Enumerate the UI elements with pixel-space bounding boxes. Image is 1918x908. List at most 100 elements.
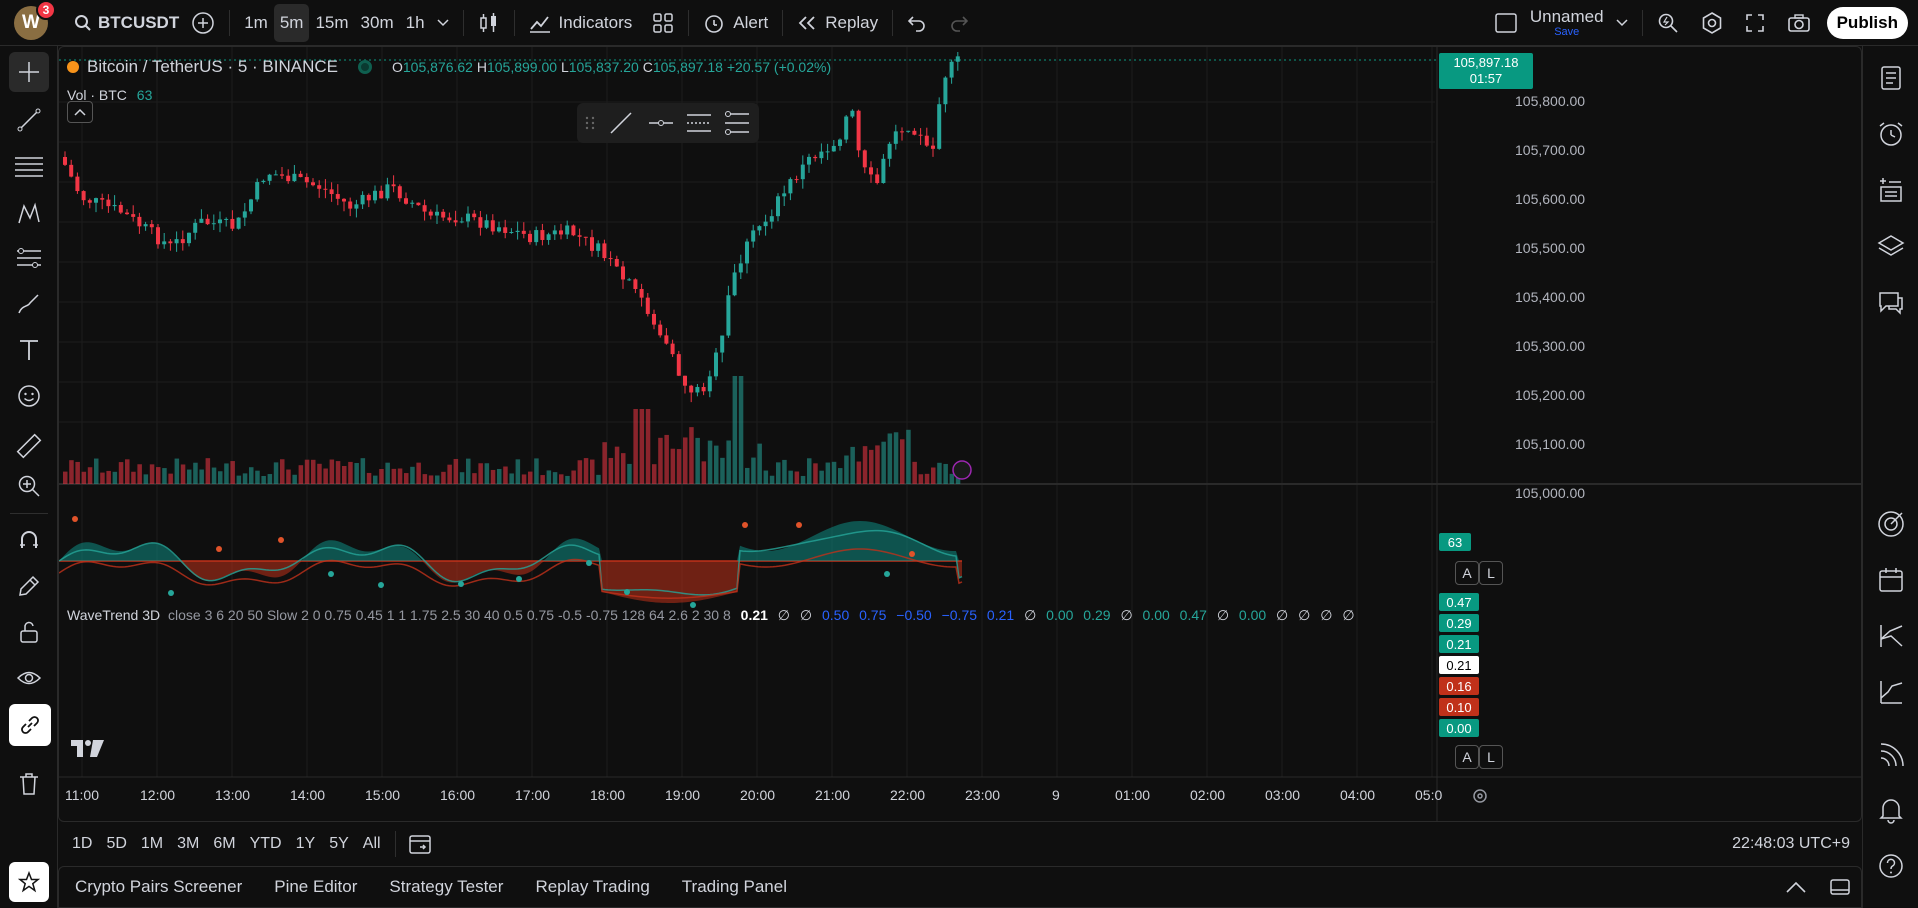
volume-bar (261, 475, 266, 484)
range-6m[interactable]: 6M (213, 835, 236, 852)
drag-handle-icon[interactable] (585, 115, 595, 131)
zoom-tool[interactable] (9, 466, 49, 506)
layout-dropdown[interactable] (1610, 4, 1634, 42)
indicator-name[interactable]: WaveTrend 3D (67, 607, 161, 623)
interval-label: 30m (360, 12, 394, 32)
watchlist-button[interactable] (1871, 58, 1911, 98)
hotlists-button[interactable] (1871, 672, 1911, 712)
target-button[interactable] (1871, 504, 1911, 544)
remove-drawings-tool[interactable] (9, 764, 49, 804)
favorites-tool[interactable] (9, 862, 49, 902)
save-link[interactable]: Save (1554, 25, 1580, 38)
quick-search-button[interactable] (1651, 4, 1685, 42)
wt-auto-scale-button[interactable]: A (1455, 745, 1479, 769)
chart-type-button[interactable] (472, 4, 506, 42)
parallel-channel-icon[interactable] (685, 109, 713, 137)
fib-channel-icon[interactable] (723, 109, 751, 137)
undo-button[interactable] (901, 4, 933, 42)
range-3m[interactable]: 3M (177, 835, 200, 852)
templates-button[interactable] (646, 4, 680, 42)
candle (218, 219, 222, 224)
pattern-tool[interactable] (9, 194, 49, 234)
tab-replay-trading[interactable]: Replay Trading (535, 877, 650, 896)
crosshair-tool[interactable] (9, 52, 49, 92)
chart-canvas[interactable] (59, 47, 1862, 822)
fullscreen-button[interactable] (1739, 4, 1771, 42)
wt-log-scale-button[interactable]: L (1479, 745, 1503, 769)
wt-signal-dot (516, 576, 522, 582)
indicators-button[interactable]: Indicators (523, 4, 639, 42)
snapshot-button[interactable] (1781, 4, 1817, 42)
notifications-button[interactable] (1871, 790, 1911, 830)
tab-trading-panel[interactable]: Trading Panel (681, 877, 787, 896)
wt-axis-tag: 0.21 (1439, 635, 1479, 653)
tab-strategy-tester[interactable]: Strategy Tester (389, 877, 504, 896)
range-1y[interactable]: 1Y (295, 835, 316, 852)
interval-1m[interactable]: 1m (238, 4, 274, 42)
candle (949, 61, 954, 78)
range-1m[interactable]: 1M (140, 835, 164, 852)
time-axis-settings-icon[interactable] (1471, 787, 1489, 805)
icon-tool[interactable] (9, 376, 49, 416)
range-ytd[interactable]: YTD (249, 835, 282, 852)
magnet-tool[interactable] (9, 520, 49, 560)
wt-slow-line (59, 548, 963, 599)
calendar-goto-icon[interactable] (408, 833, 432, 855)
chats-button[interactable] (1871, 282, 1911, 322)
interval-15m[interactable]: 15m (309, 4, 354, 42)
tab-pine-editor[interactable]: Pine Editor (274, 877, 358, 896)
text-tool[interactable] (9, 330, 49, 370)
horizontal-ray-icon[interactable] (647, 109, 675, 137)
volume-bar (850, 446, 855, 484)
settings-button[interactable] (1695, 4, 1729, 42)
hide-drawings-tool[interactable] (9, 658, 49, 698)
interval-dropdown[interactable] (431, 4, 455, 42)
range-all[interactable]: All (362, 835, 381, 852)
volume-bar (323, 468, 328, 484)
symbol-title[interactable]: Bitcoin / TetherUS · 5 · BINANCE (87, 57, 338, 76)
chevron-up-icon[interactable] (1785, 880, 1807, 894)
layers-button[interactable] (1871, 226, 1911, 266)
alerts-button[interactable] (1871, 114, 1911, 154)
range-1d[interactable]: 1D (72, 835, 93, 852)
user-avatar[interactable]: W 3 (14, 0, 56, 40)
log-scale-button[interactable]: L (1479, 561, 1503, 585)
clock-timezone[interactable]: 22:48:03 UTC+9 (1732, 835, 1850, 852)
trend-line-tool[interactable] (9, 100, 49, 140)
measure-tool[interactable] (9, 426, 49, 466)
forecast-tool[interactable] (9, 238, 49, 278)
brush-tool[interactable] (9, 284, 49, 324)
replay-button[interactable]: Replay (791, 4, 884, 42)
interval-30m[interactable]: 30m (355, 4, 400, 42)
redo-button[interactable] (943, 4, 975, 42)
wt-signal-dot (884, 571, 890, 577)
chart-area[interactable]: Bitcoin / TetherUS · 5 · BINANCE O105,87… (58, 46, 1862, 822)
wt-signal-dot (378, 582, 384, 588)
pine-ideas-button[interactable] (1871, 616, 1911, 656)
tab-crypto-pairs-screener[interactable]: Crypto Pairs Screener (75, 877, 243, 896)
publish-button[interactable]: Publish (1826, 6, 1908, 39)
candle (943, 77, 948, 105)
interval-5m[interactable]: 5m (273, 3, 310, 42)
stay-drawing-tool[interactable] (9, 566, 49, 606)
auto-scale-button[interactable]: A (1455, 561, 1479, 585)
sync-drawings-tool[interactable] (9, 704, 51, 746)
object-tree-button[interactable] (1871, 170, 1911, 210)
streams-button[interactable] (1871, 736, 1911, 776)
fib-tool[interactable] (9, 146, 49, 186)
layout-name-button[interactable]: Unnamed Save (1524, 4, 1610, 42)
trend-line-icon[interactable] (607, 109, 635, 137)
symbol-search-button[interactable]: BTCUSDT (68, 4, 185, 42)
layout-select-checkbox[interactable] (1488, 4, 1524, 42)
interval-1h[interactable]: 1h (400, 4, 431, 42)
calendar-button[interactable] (1871, 560, 1911, 600)
compare-add-button[interactable] (185, 4, 221, 42)
range-5y[interactable]: 5Y (329, 835, 349, 852)
range-5d[interactable]: 5D (106, 835, 127, 852)
volume-bar (242, 473, 248, 484)
collapse-legend-button[interactable] (67, 101, 93, 123)
lock-drawings-tool[interactable] (9, 612, 49, 652)
maximize-panel-icon[interactable] (1829, 877, 1851, 897)
alert-button[interactable]: Alert (697, 4, 774, 42)
help-button[interactable] (1871, 846, 1911, 886)
